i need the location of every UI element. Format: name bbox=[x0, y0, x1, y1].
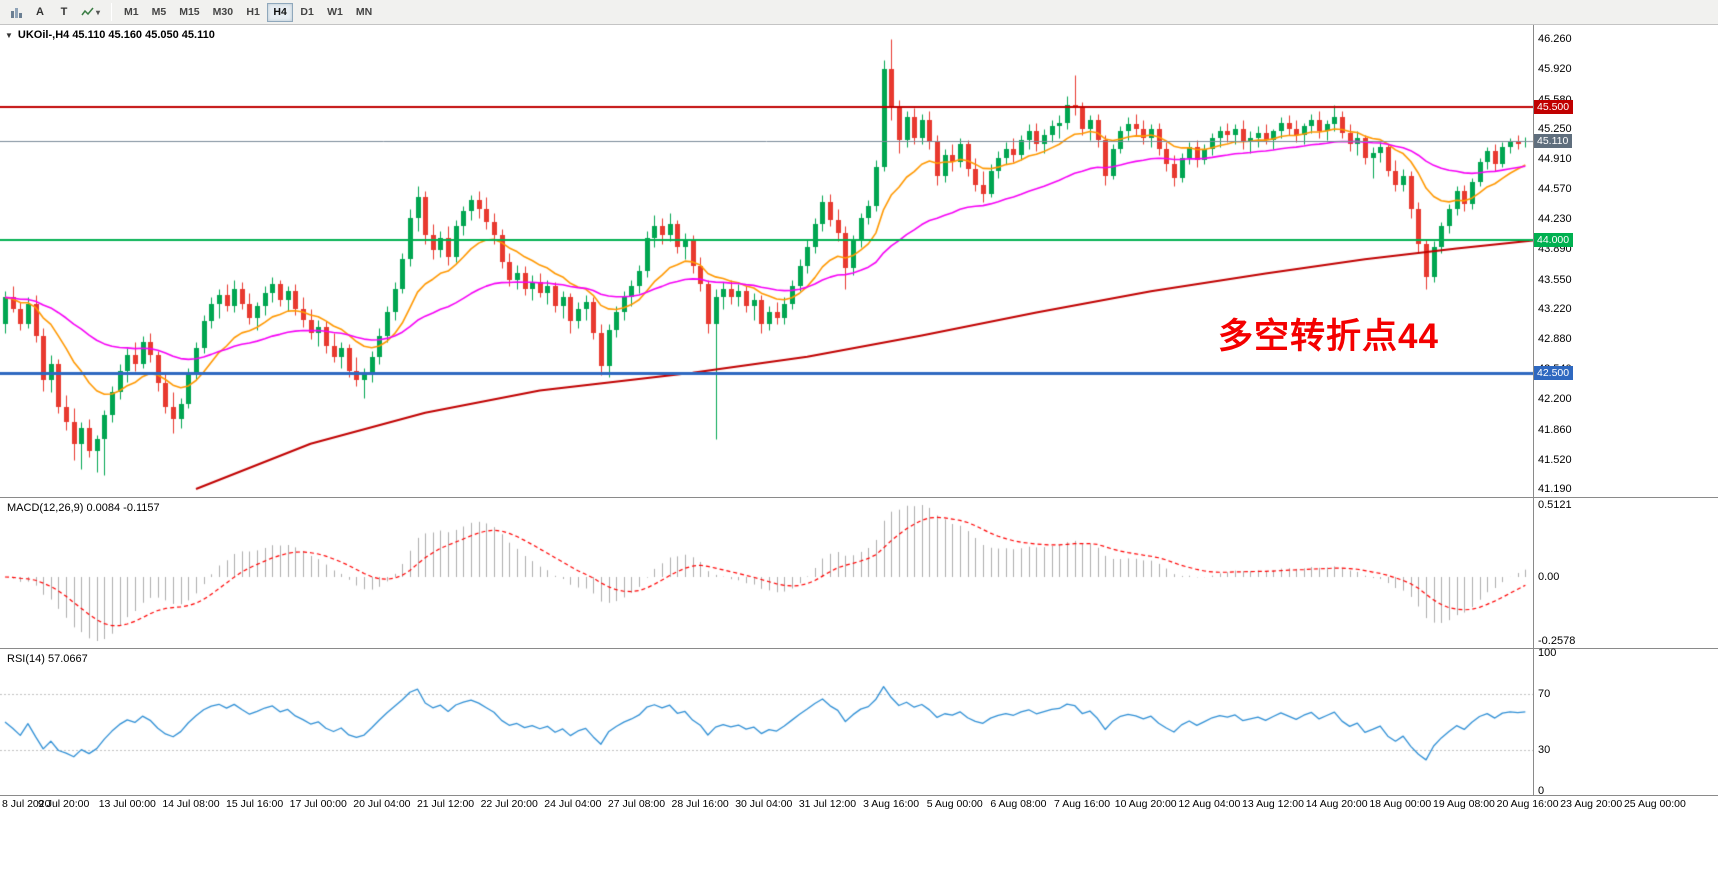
rsi-axis-label: 30 bbox=[1538, 743, 1551, 756]
time-axis-label: 21 Jul 12:00 bbox=[416, 798, 475, 810]
chevron-down-icon: ▾ bbox=[96, 7, 101, 17]
macd-axis-label: 0.00 bbox=[1538, 571, 1560, 584]
price-tick-label: 41.520 bbox=[1538, 453, 1572, 466]
main-toolbar: A T ▾ M1 M5 M15 M30 H1 H4 D1 W1 MN bbox=[0, 0, 1718, 25]
bar-chart-icon bbox=[10, 7, 22, 18]
price-tick-label: 45.920 bbox=[1538, 63, 1572, 76]
price-tick-label: 43.220 bbox=[1538, 302, 1572, 315]
toolbar-icon-group: A T ▾ bbox=[4, 0, 105, 25]
macd-axis-label: -0.2578 bbox=[1538, 635, 1576, 647]
time-axis-label: 25 Aug 00:00 bbox=[1623, 798, 1686, 810]
time-axis-label: 20 Aug 16:00 bbox=[1496, 798, 1559, 810]
bar-chart-button[interactable] bbox=[4, 2, 28, 22]
chart-title-row: ▼ UKOil-,H4 45.110 45.160 45.050 45.110 bbox=[5, 29, 215, 41]
indicator-line-icon bbox=[81, 7, 94, 15]
rsi-axis-label: 0 bbox=[1538, 785, 1545, 797]
macd-axis-label: 0.5121 bbox=[1538, 499, 1572, 511]
time-axis-label: 24 Jul 04:00 bbox=[544, 798, 602, 810]
text-annotation-button[interactable]: A bbox=[28, 2, 52, 22]
price-tick-label: 45.250 bbox=[1538, 122, 1572, 135]
rsi-axis-label: 100 bbox=[1538, 647, 1557, 659]
time-axis-label: 7 Aug 16:00 bbox=[1054, 798, 1111, 810]
time-axis-label: 31 Jul 12:00 bbox=[798, 798, 857, 810]
time-axis-label: 30 Jul 04:00 bbox=[735, 798, 793, 810]
hline-price-tag: 42.500 bbox=[1534, 365, 1574, 380]
letter-a-icon: A bbox=[36, 6, 44, 18]
time-axis-border bbox=[0, 795, 1718, 796]
time-axis-label: 3 Aug 16:00 bbox=[863, 798, 920, 810]
macd-pane-canvas[interactable] bbox=[0, 498, 1533, 648]
hline-price-tag: 45.500 bbox=[1534, 99, 1574, 114]
price-tick-label: 41.190 bbox=[1538, 483, 1572, 495]
hline-price-tag: 44.000 bbox=[1534, 232, 1574, 247]
time-axis-label: 19 Aug 08:00 bbox=[1432, 798, 1495, 810]
time-axis-label: 23 Aug 20:00 bbox=[1560, 798, 1623, 810]
time-axis-label: 18 Aug 00:00 bbox=[1369, 798, 1432, 810]
rsi-label: RSI(14) 57.0667 bbox=[7, 653, 88, 665]
time-axis-label: 13 Jul 00:00 bbox=[98, 798, 156, 810]
timeframe-w1[interactable]: W1 bbox=[327, 6, 343, 18]
indicator-dropdown-button[interactable]: ▾ bbox=[76, 2, 105, 22]
time-axis[interactable]: 8 Jul 2020 9 Jul 20:00 13 Jul 00:00 14 Jul … bbox=[0, 798, 1718, 814]
time-axis-label: 6 Aug 08:00 bbox=[990, 798, 1047, 810]
time-axis-label: 13 Aug 12:00 bbox=[1242, 798, 1304, 810]
price-tick-label: 44.230 bbox=[1538, 213, 1572, 226]
rsi-pane-canvas[interactable] bbox=[0, 649, 1533, 795]
time-axis-label: 22 Jul 20:00 bbox=[480, 798, 538, 810]
price-tick-label: 46.260 bbox=[1538, 33, 1572, 46]
time-axis-label: 10 Aug 20:00 bbox=[1114, 798, 1177, 810]
timeframe-m1[interactable]: M1 bbox=[124, 6, 139, 18]
timeframe-m30[interactable]: M30 bbox=[212, 6, 234, 18]
time-axis-label: 15 Jul 16:00 bbox=[225, 798, 284, 810]
timeframe-mn[interactable]: MN bbox=[355, 6, 373, 18]
timeframe-d1[interactable]: D1 bbox=[300, 6, 314, 18]
time-axis-label: 20 Jul 04:00 bbox=[353, 798, 411, 810]
price-chart-canvas[interactable] bbox=[0, 25, 1533, 497]
current-price-tag: 45.110 bbox=[1534, 134, 1573, 149]
timeframe-h1[interactable]: H1 bbox=[246, 6, 260, 18]
time-axis-label: 12 Aug 04:00 bbox=[1178, 798, 1241, 810]
price-tick-label: 44.910 bbox=[1538, 152, 1572, 165]
text-label-button[interactable]: T bbox=[52, 2, 76, 22]
letter-t-icon: T bbox=[60, 6, 68, 18]
toolbar-separator bbox=[111, 3, 113, 21]
time-axis-label: 14 Aug 20:00 bbox=[1305, 798, 1368, 810]
price-tick-label: 41.860 bbox=[1538, 423, 1572, 436]
price-axis[interactable]: 46.26045.92045.58045.25044.91044.57044.2… bbox=[1533, 25, 1717, 797]
timeframe-m5[interactable]: M5 bbox=[151, 6, 167, 18]
time-axis-label: 17 Jul 00:00 bbox=[289, 798, 347, 810]
price-tick-label: 42.200 bbox=[1538, 393, 1572, 406]
time-axis-label: 9 Jul 20:00 bbox=[37, 798, 90, 810]
price-tick-label: 44.570 bbox=[1538, 183, 1572, 196]
time-axis-label: 27 Jul 08:00 bbox=[607, 798, 666, 810]
time-axis-label: 28 Jul 16:00 bbox=[671, 798, 729, 810]
timeframe-m15[interactable]: M15 bbox=[179, 6, 200, 18]
price-tick-label: 43.550 bbox=[1538, 273, 1572, 286]
symbol-dropdown-icon[interactable]: ▼ bbox=[5, 30, 13, 40]
rsi-axis-label: 70 bbox=[1538, 688, 1551, 701]
price-axis-border bbox=[1533, 25, 1534, 795]
pane-divider-rsi[interactable] bbox=[0, 648, 1718, 649]
macd-label: MACD(12,26,9) 0.0084 -0.1157 bbox=[7, 502, 160, 514]
time-axis-label: 14 Jul 08:00 bbox=[162, 798, 220, 810]
time-axis-label: 5 Aug 00:00 bbox=[926, 798, 983, 810]
time-axis-label: 8 Jul 2020 bbox=[2, 798, 51, 810]
chart-title: UKOil-,H4 45.110 45.160 45.050 45.110 bbox=[17, 29, 215, 41]
price-tick-label: 42.880 bbox=[1538, 333, 1572, 346]
pane-divider-macd[interactable] bbox=[0, 497, 1718, 498]
annotation-text[interactable]: 多空转折点44 bbox=[1218, 317, 1439, 356]
timeframe-h4[interactable]: H4 bbox=[267, 2, 294, 22]
timeframe-toolbar: M1 M5 M15 M30 H1 H4 D1 W1 MN bbox=[118, 0, 379, 25]
